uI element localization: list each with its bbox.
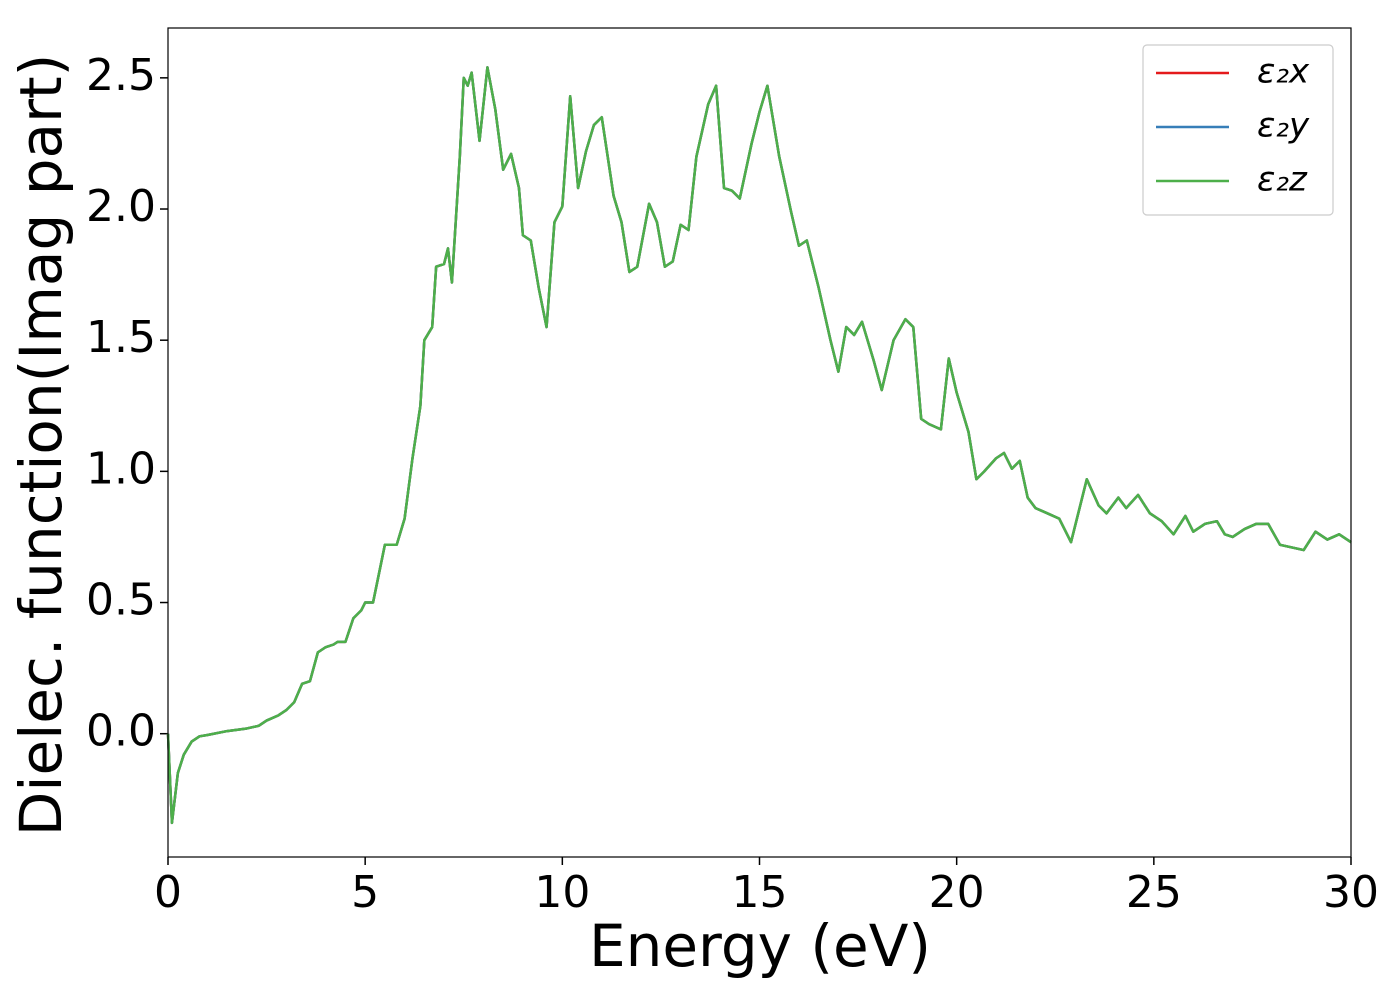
y-tick-label: 0.0 bbox=[86, 706, 156, 757]
y-tick-label: 1.0 bbox=[86, 443, 156, 494]
x-tick-label: 10 bbox=[534, 867, 590, 918]
x-axis-label: Energy (eV) bbox=[589, 912, 931, 980]
y-tick-label: 0.5 bbox=[86, 575, 156, 626]
y-tick-label: 1.5 bbox=[86, 312, 156, 363]
legend-label: ε₂z bbox=[1257, 160, 1308, 200]
x-tick-label: 30 bbox=[1323, 867, 1379, 918]
y-tick-label: 2.5 bbox=[86, 50, 156, 101]
plot-frame bbox=[167, 27, 1352, 858]
x-tick-label: 5 bbox=[351, 867, 379, 918]
y-tick-label: 2.0 bbox=[86, 181, 156, 232]
x-tick-label: 20 bbox=[929, 867, 985, 918]
x-tick-label: 0 bbox=[154, 867, 182, 918]
x-tick-label: 25 bbox=[1126, 867, 1182, 918]
legend-box bbox=[1142, 44, 1334, 216]
legend-label: ε₂y bbox=[1257, 106, 1310, 146]
y-axis-label: Dielec. function(Imag part) bbox=[7, 54, 75, 837]
x-tick-label: 15 bbox=[732, 867, 788, 918]
series-line bbox=[166, 66, 1352, 825]
legend-label: ε₂x bbox=[1257, 52, 1310, 92]
